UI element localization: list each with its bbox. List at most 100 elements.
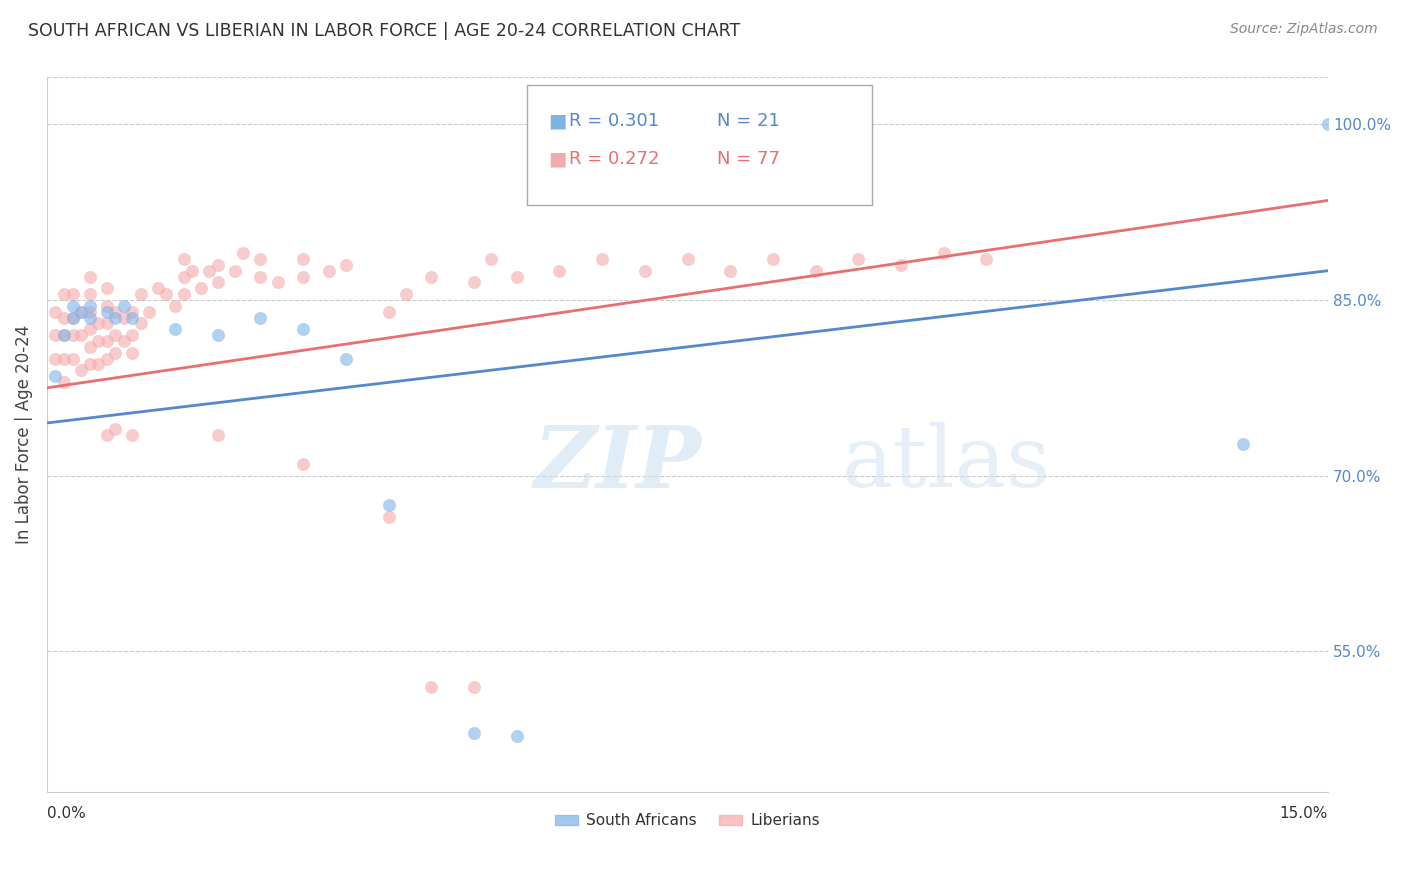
Point: [112, 334, 135, 348]
Point: [79, 358, 101, 372]
Point: [44, 369, 66, 384]
Point: [846, 252, 869, 266]
Point: [96, 299, 118, 313]
Point: [52, 328, 75, 343]
Point: [377, 509, 399, 524]
Point: [505, 269, 527, 284]
Legend: South Africans, Liberians: South Africans, Liberians: [550, 807, 825, 834]
Point: [112, 299, 135, 313]
Point: [121, 304, 143, 318]
Point: [96, 281, 118, 295]
Point: [463, 726, 485, 740]
Point: [591, 252, 613, 266]
Point: [138, 304, 160, 318]
Point: [87, 334, 110, 348]
Text: N = 77: N = 77: [717, 150, 780, 168]
Point: [173, 252, 195, 266]
Point: [62, 287, 84, 301]
Point: [79, 340, 101, 354]
Point: [79, 310, 101, 325]
Text: R = 0.272: R = 0.272: [569, 150, 659, 168]
Point: [146, 281, 169, 295]
Point: [79, 287, 101, 301]
Point: [173, 269, 195, 284]
Text: ■: ■: [548, 150, 567, 169]
Point: [207, 276, 229, 290]
Point: [976, 252, 998, 266]
Point: [96, 334, 118, 348]
Point: [52, 310, 75, 325]
Point: [548, 263, 571, 277]
Text: Source: ZipAtlas.com: Source: ZipAtlas.com: [1230, 22, 1378, 37]
Point: [224, 263, 246, 277]
Point: [129, 287, 152, 301]
Point: [87, 358, 110, 372]
Point: [52, 287, 75, 301]
Point: [70, 328, 93, 343]
Point: [249, 252, 271, 266]
Text: N = 21: N = 21: [717, 112, 780, 129]
Point: [420, 269, 443, 284]
Point: [121, 310, 143, 325]
Point: [79, 269, 101, 284]
Point: [79, 304, 101, 318]
Point: [890, 258, 912, 272]
Point: [395, 287, 418, 301]
Point: [634, 263, 657, 277]
Point: [163, 299, 186, 313]
Text: 15.0%: 15.0%: [1279, 806, 1329, 821]
Point: [62, 310, 84, 325]
Point: [190, 281, 212, 295]
Point: [104, 304, 127, 318]
Point: [207, 328, 229, 343]
Point: [266, 276, 288, 290]
Point: [377, 498, 399, 512]
Text: 0.0%: 0.0%: [46, 806, 86, 821]
Text: SOUTH AFRICAN VS LIBERIAN IN LABOR FORCE | AGE 20-24 CORRELATION CHART: SOUTH AFRICAN VS LIBERIAN IN LABOR FORCE…: [28, 22, 741, 40]
Point: [104, 310, 127, 325]
Point: [52, 328, 75, 343]
Point: [70, 304, 93, 318]
Point: [44, 304, 66, 318]
Point: [96, 351, 118, 366]
Text: ZIP: ZIP: [534, 422, 702, 505]
Point: [52, 375, 75, 389]
Point: [198, 263, 221, 277]
Point: [96, 304, 118, 318]
Point: [70, 304, 93, 318]
Point: [804, 263, 827, 277]
Point: [104, 328, 127, 343]
Point: [207, 427, 229, 442]
Point: [163, 322, 186, 336]
Point: [420, 680, 443, 694]
Point: [505, 729, 527, 743]
Point: [463, 276, 485, 290]
Point: [676, 252, 699, 266]
Point: [70, 363, 93, 377]
Point: [62, 328, 84, 343]
Point: [718, 263, 741, 277]
Point: [292, 322, 315, 336]
Point: [173, 287, 195, 301]
Point: [79, 322, 101, 336]
Point: [232, 246, 254, 260]
Point: [292, 252, 315, 266]
Point: [52, 351, 75, 366]
Text: R = 0.301: R = 0.301: [569, 112, 659, 129]
Point: [96, 427, 118, 442]
Point: [932, 246, 955, 260]
Point: [335, 351, 357, 366]
Point: [479, 252, 502, 266]
Point: [207, 258, 229, 272]
Y-axis label: In Labor Force | Age 20-24: In Labor Force | Age 20-24: [15, 325, 32, 544]
Text: atlas: atlas: [841, 422, 1050, 505]
Point: [121, 328, 143, 343]
Point: [762, 252, 785, 266]
Point: [155, 287, 177, 301]
Point: [292, 457, 315, 471]
Point: [44, 351, 66, 366]
Point: [62, 310, 84, 325]
Point: [129, 317, 152, 331]
Text: ■: ■: [548, 112, 567, 130]
Point: [292, 269, 315, 284]
